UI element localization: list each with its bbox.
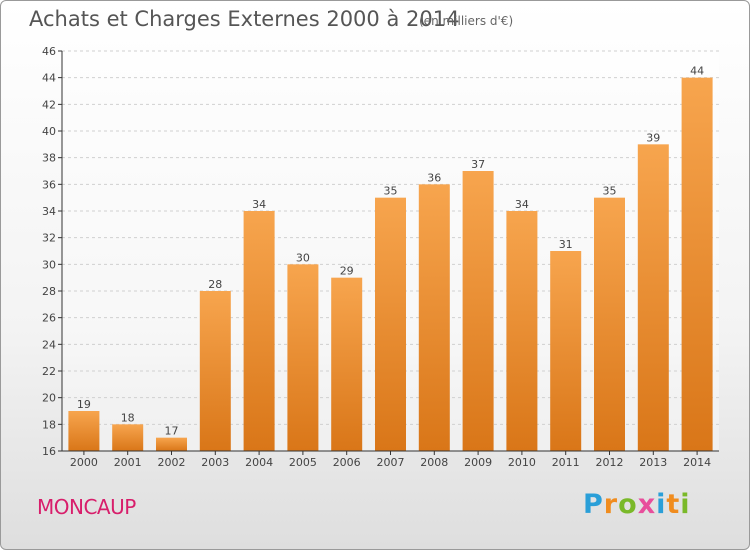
data-label: 35: [384, 185, 398, 198]
logo-letter: x: [637, 489, 657, 520]
x-tick-label: 2013: [639, 456, 667, 469]
data-label: 34: [252, 198, 266, 211]
x-tick-label: 2001: [114, 456, 142, 469]
y-tick-label: 18: [42, 418, 56, 431]
bar: [637, 144, 669, 452]
y-tick-label: 24: [42, 338, 56, 351]
x-tick-label: 2000: [70, 456, 98, 469]
x-tick-label: 2002: [158, 456, 186, 469]
data-label: 37: [471, 158, 485, 171]
bar: [156, 437, 187, 451]
logo-letter: i: [680, 489, 691, 520]
y-tick-label: 46: [42, 45, 56, 58]
y-tick-label: 38: [42, 152, 56, 165]
bar: [594, 197, 625, 451]
logo-letter: r: [603, 489, 619, 520]
x-tick-label: 2010: [508, 456, 536, 469]
y-tick-label: 36: [42, 178, 56, 191]
bar: [506, 211, 538, 451]
logo-letter: i: [656, 489, 667, 520]
data-label: 44: [690, 65, 704, 78]
data-label: 31: [559, 238, 573, 251]
x-tick-label: 2014: [683, 456, 711, 469]
y-tick-label: 34: [42, 205, 56, 218]
y-tick-label: 32: [42, 232, 56, 245]
y-tick-label: 26: [42, 312, 56, 325]
bar: [550, 251, 582, 451]
town-name: MONCAUP: [37, 495, 136, 519]
bar: [243, 211, 275, 451]
x-tick-label: 2008: [420, 456, 448, 469]
chart-subtitle: (en milliers d'€): [419, 14, 514, 28]
x-tick-label: 2012: [596, 456, 624, 469]
bar: [199, 291, 231, 451]
x-tick-label: 2007: [377, 456, 405, 469]
data-label: 35: [603, 185, 617, 198]
bar: [68, 411, 100, 451]
x-tick-label: 2004: [245, 456, 273, 469]
data-label: 17: [165, 425, 179, 438]
y-tick-label: 30: [42, 258, 56, 271]
x-tick-label: 2006: [333, 456, 361, 469]
data-label: 18: [121, 411, 135, 424]
chart-title: Achats et Charges Externes 2000 à 2014: [29, 7, 460, 31]
bar: [375, 197, 406, 451]
bar: [331, 277, 363, 451]
x-tick-label: 2005: [289, 456, 317, 469]
x-tick-label: 2003: [201, 456, 229, 469]
x-tick-label: 2009: [464, 456, 492, 469]
data-label: 39: [646, 131, 660, 144]
data-label: 29: [340, 265, 354, 278]
y-tick-label: 22: [42, 365, 56, 378]
bar: [418, 184, 450, 452]
bar: [681, 77, 713, 452]
y-tick-label: 16: [42, 445, 56, 458]
bar: [462, 171, 494, 451]
bar: [112, 424, 144, 451]
logo-letter: o: [618, 489, 638, 520]
y-tick-label: 28: [42, 285, 56, 298]
y-tick-label: 40: [42, 125, 56, 138]
y-tick-label: 20: [42, 392, 56, 405]
data-label: 36: [427, 171, 441, 184]
data-label: 19: [77, 398, 91, 411]
y-tick-label: 44: [42, 72, 56, 85]
proxiti-logo[interactable]: Proxiti: [583, 489, 691, 520]
data-label: 28: [208, 278, 222, 291]
y-tick-label: 42: [42, 98, 56, 111]
logo-letter: P: [583, 489, 604, 520]
x-tick-label: 2011: [552, 456, 580, 469]
bar: [287, 264, 319, 451]
data-label: 34: [515, 198, 529, 211]
logo-letter: t: [666, 489, 681, 520]
data-label: 30: [296, 251, 310, 264]
